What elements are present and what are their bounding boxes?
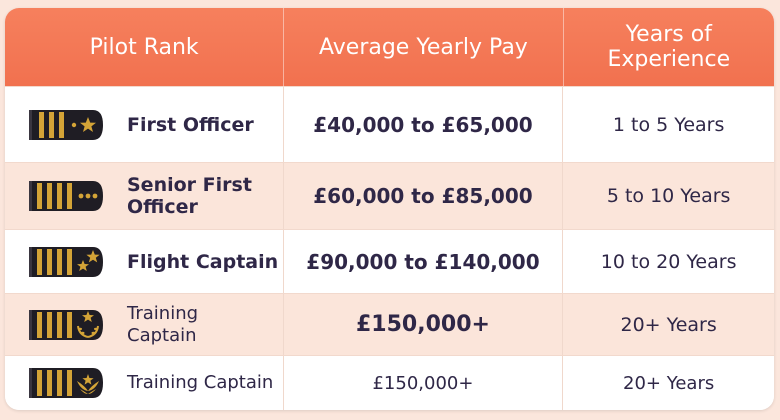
- experience-cell: 20+ Years: [563, 356, 774, 410]
- pay-value: £40,000 to £65,000: [313, 112, 533, 137]
- pay-cell: £90,000 to £140,000: [284, 230, 564, 293]
- header-average-yearly-pay-label: Average Yearly Pay: [319, 34, 528, 60]
- table-row: Training Captain £150,000+ 20+ Years: [5, 355, 774, 410]
- experience-value: 1 to 5 Years: [612, 113, 725, 136]
- pay-value: £60,000 to £85,000: [313, 184, 533, 208]
- rank-cell: Training Captain: [5, 356, 284, 410]
- rank-name: Flight Captain: [127, 251, 278, 273]
- rank-name-line2: Captain: [127, 324, 197, 346]
- pay-cell: £40,000 to £65,000: [284, 87, 564, 162]
- header-pilot-rank-label: Pilot Rank: [89, 34, 199, 60]
- rank-cell: Flight Captain: [5, 230, 284, 293]
- pay-value: £150,000+: [372, 372, 474, 394]
- header-experience-line2: Experience: [607, 47, 731, 72]
- table-row: Flight Captain £90,000 to £140,000 10 to…: [5, 229, 774, 293]
- epaulette-4-stripes-star-wreath-icon: [29, 309, 103, 340]
- pay-cell: £150,000+: [284, 356, 564, 410]
- table-row: First Officer £40,000 to £65,000 1 to 5 …: [5, 86, 774, 162]
- header-pilot-rank: Pilot Rank: [5, 8, 285, 86]
- rank-name: Training Captain: [127, 372, 273, 394]
- experience-cell: 20+ Years: [563, 294, 774, 355]
- pay-cell: £60,000 to £85,000: [284, 163, 564, 229]
- experience-value: 20+ Years: [620, 313, 717, 336]
- pay-value: £150,000+: [355, 312, 490, 337]
- rank-cell: First Officer: [5, 87, 284, 162]
- rank-name: Senior First Officer: [127, 174, 252, 218]
- rank-cell: Senior First Officer: [5, 163, 284, 229]
- experience-cell: 5 to 10 Years: [563, 163, 774, 229]
- table-row: Senior First Officer £60,000 to £85,000 …: [5, 162, 774, 229]
- epaulette-4-stripes-eagle-wings-icon: [29, 368, 103, 398]
- epaulette-4-stripes-dots-icon: [29, 181, 103, 211]
- rank-name-line1: Senior First: [127, 174, 252, 196]
- header-experience-line1: Years of: [625, 22, 712, 47]
- pay-cell: £150,000+: [284, 294, 564, 355]
- pilot-pay-table: Pilot Rank Average Yearly Pay Years of E…: [5, 8, 774, 410]
- rank-name-line1: Training: [127, 302, 199, 324]
- experience-value: 10 to 20 Years: [600, 250, 737, 273]
- epaulette-4-stripes-two-stars-icon: [29, 246, 103, 277]
- rank-cell: Training Captain: [5, 294, 284, 355]
- rank-name: First Officer: [127, 114, 254, 136]
- header-average-yearly-pay: Average Yearly Pay: [284, 8, 564, 86]
- rank-name-line1: Flight Captain: [127, 250, 279, 273]
- rank-name-line2: Officer: [127, 196, 198, 218]
- table-body: First Officer £40,000 to £65,000 1 to 5 …: [5, 86, 774, 410]
- table-row: Training Captain £150,000+ 20+ Years: [5, 293, 774, 355]
- table-header: Pilot Rank Average Yearly Pay Years of E…: [5, 8, 774, 86]
- epaulette-2-stripes-star-icon: [29, 109, 103, 140]
- experience-value: 20+ Years: [623, 372, 715, 394]
- experience-cell: 10 to 20 Years: [563, 230, 774, 293]
- rank-name: Training Captain: [127, 303, 198, 347]
- experience-cell: 1 to 5 Years: [563, 87, 774, 162]
- header-years-of-experience: Years of Experience: [564, 8, 774, 86]
- rank-name-line1: Training Captain: [127, 372, 274, 393]
- rank-name-line1: First Officer: [127, 113, 254, 136]
- pay-value: £90,000 to £140,000: [306, 249, 540, 274]
- experience-value: 5 to 10 Years: [606, 185, 731, 207]
